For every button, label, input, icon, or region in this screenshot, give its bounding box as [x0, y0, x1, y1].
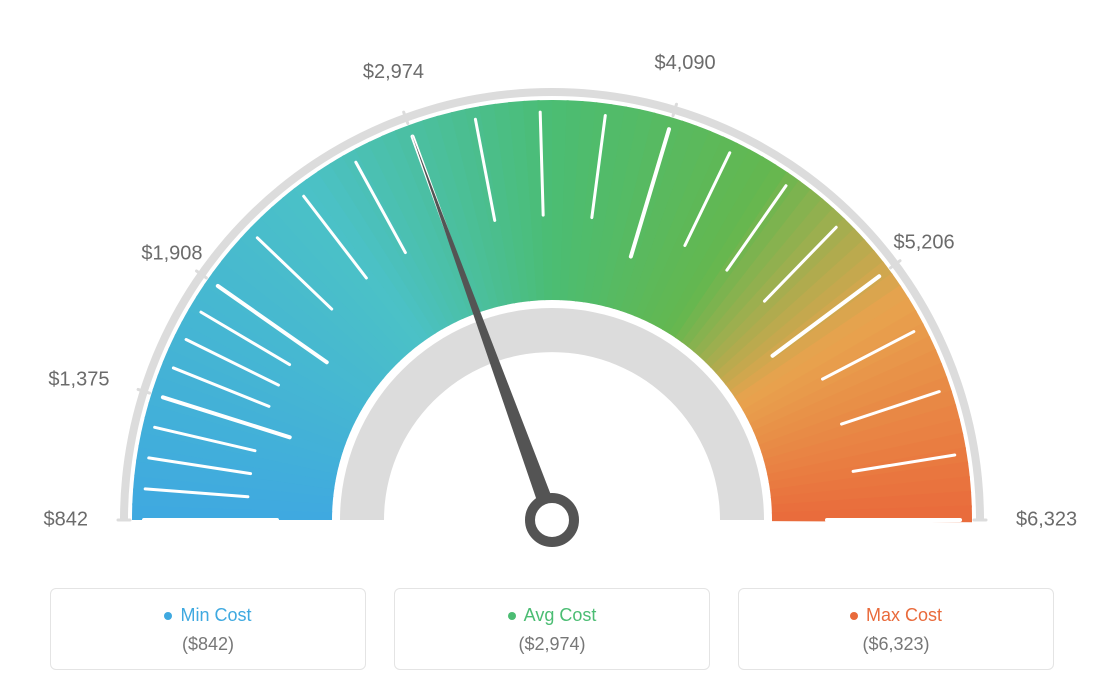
legend-value-min: ($842) — [61, 634, 355, 655]
legend-value-max: ($6,323) — [749, 634, 1043, 655]
legend-dot-min — [164, 612, 172, 620]
gauge-tick-label: $842 — [44, 509, 89, 532]
gauge-tick-label: $1,908 — [141, 242, 202, 265]
legend-title-min: Min Cost — [180, 605, 251, 626]
legend-value-avg: ($2,974) — [405, 634, 699, 655]
gauge-tick-label: $1,375 — [48, 369, 109, 392]
legend-dot-max — [850, 612, 858, 620]
gauge-tick-label: $2,974 — [363, 61, 424, 84]
gauge-needle-hub — [530, 498, 574, 542]
legend-title-max: Max Cost — [866, 605, 942, 626]
legend-header: Max Cost — [749, 605, 1043, 626]
legend-row: Min Cost ($842) Avg Cost ($2,974) Max Co… — [50, 588, 1054, 670]
legend-dot-avg — [508, 612, 516, 620]
legend-title-avg: Avg Cost — [524, 605, 597, 626]
gauge-tick-label: $5,206 — [894, 231, 955, 254]
legend-header: Avg Cost — [405, 605, 699, 626]
gauge-svg — [0, 0, 1104, 560]
gauge-area: $842 $1,375 $1,908 $2,974 $4,090 $5,206 $6,323 — [0, 0, 1104, 560]
legend-card-avg: Avg Cost ($2,974) — [394, 588, 710, 670]
gauge-tick-label: $4,090 — [654, 52, 715, 75]
legend-card-max: Max Cost ($6,323) — [738, 588, 1054, 670]
legend-card-min: Min Cost ($842) — [50, 588, 366, 670]
legend-header: Min Cost — [61, 605, 355, 626]
cost-gauge-widget: $842 $1,375 $1,908 $2,974 $4,090 $5,206 $6,323… — [0, 0, 1104, 690]
gauge-tick-label: $6,323 — [1016, 509, 1077, 532]
